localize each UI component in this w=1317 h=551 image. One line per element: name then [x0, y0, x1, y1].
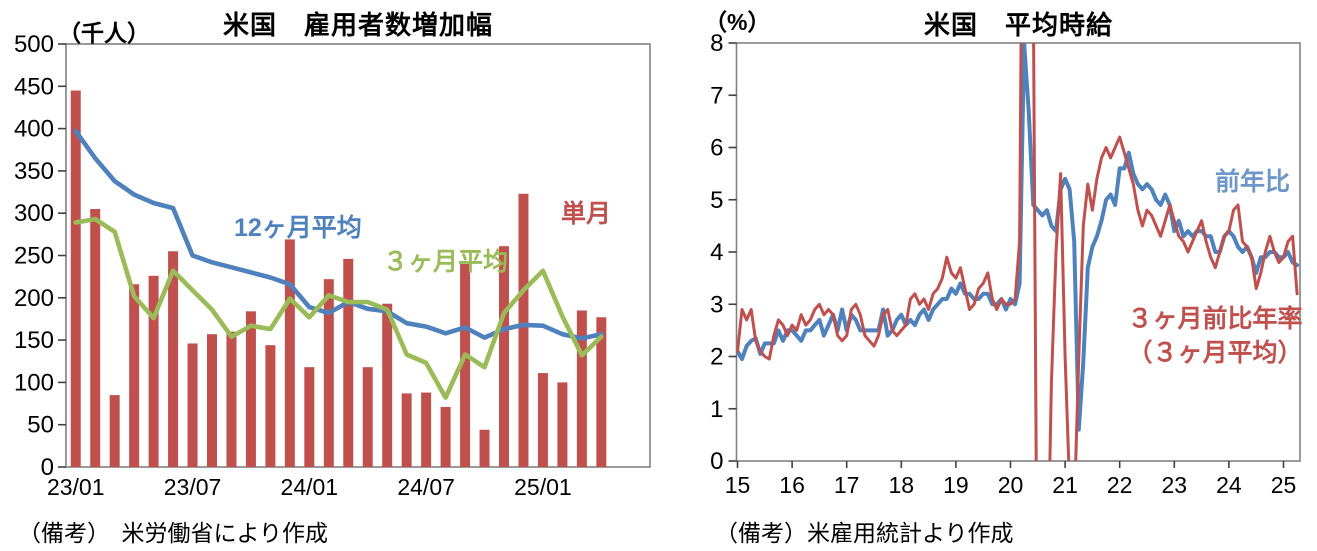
svg-text:23/01: 23/01 [47, 474, 105, 500]
svg-text:8: 8 [710, 30, 723, 57]
right-chart-footnote: （備考）米雇用統計より作成 [715, 520, 1014, 546]
svg-text:15: 15 [725, 472, 751, 498]
wages-chart-panel: 0 1 2 3 4 5 6 7 8 15 16 17 18 19 20 21 22 23 24 25 （%） 米国 平… [660, 0, 1317, 551]
series-label-3-month-average: ３ヶ月平均 [383, 248, 509, 276]
left-y-axis-unit-label: （千人） [58, 20, 150, 46]
employment-chart-panel: 0 50 100 150 200 250 300 350 400 450 500 23/01 23/07… [14, 10, 651, 546]
svg-text:500: 500 [14, 31, 54, 58]
svg-text:6: 6 [710, 135, 723, 162]
svg-text:18: 18 [889, 472, 915, 498]
svg-text:300: 300 [14, 200, 54, 227]
svg-text:2: 2 [710, 344, 723, 371]
svg-text:400: 400 [14, 116, 54, 143]
svg-text:200: 200 [14, 285, 54, 312]
svg-text:150: 150 [14, 327, 54, 354]
svg-text:20: 20 [998, 472, 1024, 498]
svg-text:100: 100 [14, 369, 54, 396]
svg-text:23: 23 [1162, 472, 1188, 498]
series-label-single-month: 単月 [561, 200, 612, 228]
series-label-yoy: 前年比 [1215, 168, 1291, 196]
series-label-3m-annualized-line2: （３ヶ月平均） [1127, 338, 1303, 367]
svg-text:23/07: 23/07 [164, 474, 222, 500]
series-label-3m-annualized-line1: ３ヶ月前比年率 [1127, 305, 1303, 333]
series-label-3m-annualized: ３ヶ月前比年率 （３ヶ月平均） [1122, 303, 1308, 371]
svg-text:50: 50 [27, 412, 54, 439]
svg-text:16: 16 [779, 472, 805, 498]
svg-text:0: 0 [710, 448, 723, 475]
svg-text:450: 450 [14, 73, 54, 100]
right-chart-title: 米国 平均時給 [923, 10, 1113, 40]
svg-text:24/01: 24/01 [281, 474, 339, 500]
svg-text:17: 17 [834, 472, 860, 498]
svg-text:24/07: 24/07 [397, 474, 455, 500]
svg-text:4: 4 [710, 239, 723, 266]
svg-text:25: 25 [1271, 472, 1297, 498]
svg-text:7: 7 [710, 82, 723, 109]
right-y-axis-unit-label: （%） [704, 9, 771, 35]
svg-text:0: 0 [41, 454, 54, 481]
svg-text:21: 21 [1052, 472, 1078, 498]
series-label-12-month-average: 12ヶ月平均 [234, 214, 362, 242]
employment-chart-canvas: 0 50 100 150 200 250 300 350 400 450 500 23/01 23/07… [14, 31, 651, 500]
svg-text:3: 3 [710, 291, 723, 318]
svg-text:350: 350 [14, 158, 54, 185]
left-chart-footnote: （備考） 米労働省により作成 [18, 520, 329, 546]
left-chart-title: 米国 雇用者数増加幅 [222, 10, 493, 40]
svg-text:22: 22 [1107, 472, 1133, 498]
svg-text:19: 19 [943, 472, 969, 498]
svg-text:24: 24 [1216, 472, 1242, 498]
svg-text:5: 5 [710, 187, 723, 214]
svg-text:1: 1 [710, 396, 723, 423]
svg-text:250: 250 [14, 243, 54, 270]
svg-text:25/01: 25/01 [514, 474, 572, 500]
